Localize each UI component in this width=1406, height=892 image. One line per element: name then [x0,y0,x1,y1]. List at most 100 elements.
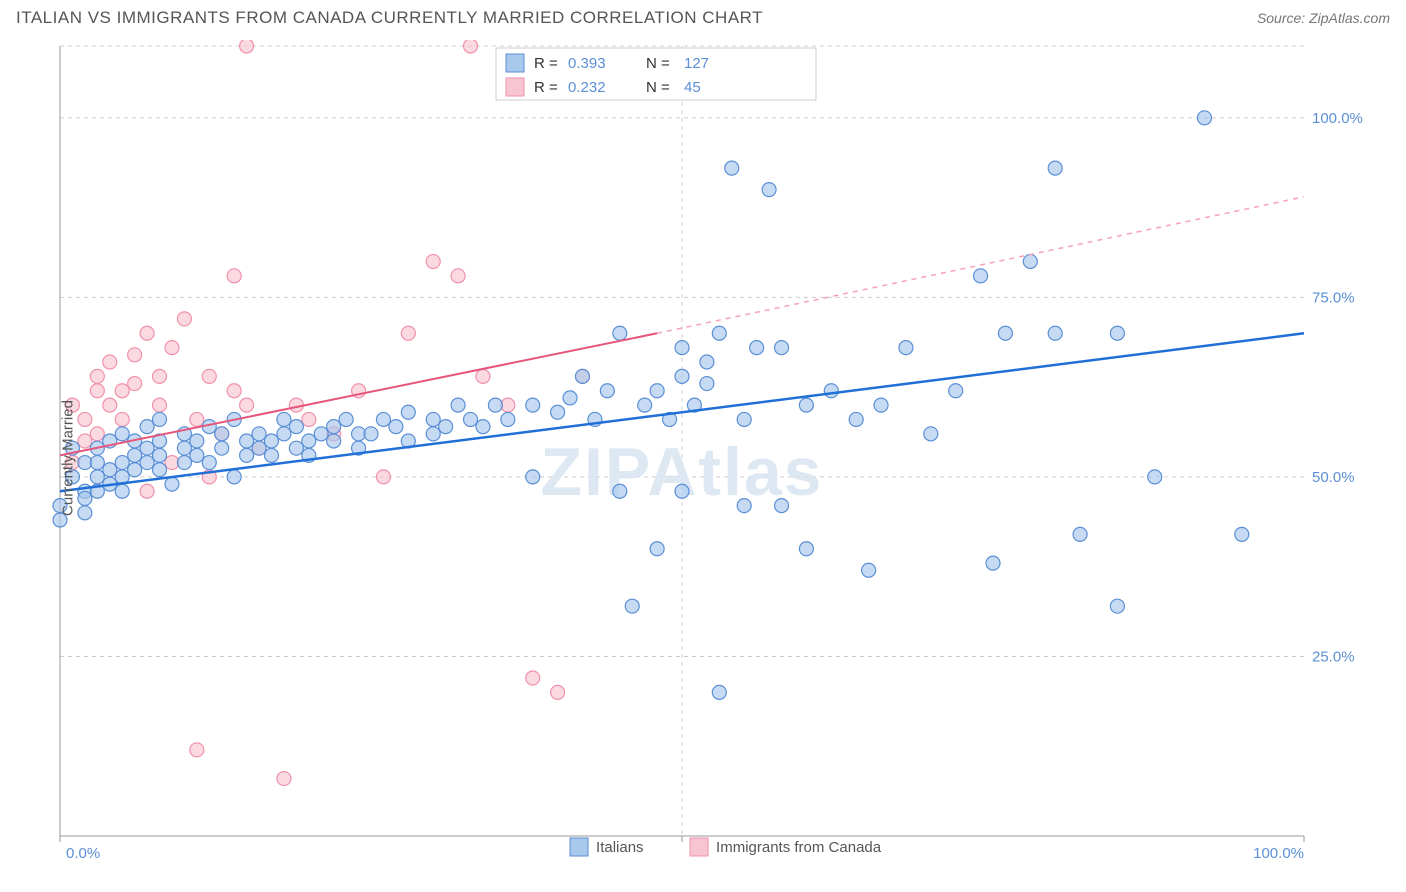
data-point [750,341,764,355]
data-point [824,384,838,398]
x-tick-label: 0.0% [66,845,100,862]
data-point [327,420,341,434]
data-point [762,183,776,197]
data-point [700,377,714,391]
data-point [227,269,241,283]
data-point [476,369,490,383]
data-point [202,456,216,470]
data-point [712,685,726,699]
data-point [501,412,515,426]
data-point [551,405,565,419]
data-point [526,398,540,412]
y-axis-label: Currently Married [59,400,76,516]
data-point [775,499,789,513]
data-point [115,456,129,470]
data-point [264,434,278,448]
data-point [613,484,627,498]
data-point [1235,527,1249,541]
data-point [90,369,104,383]
data-point [327,434,341,448]
data-point [700,355,714,369]
data-point [140,456,154,470]
data-point [240,448,254,462]
data-point [464,40,478,53]
legend-swatch [506,54,524,72]
data-point [115,484,129,498]
data-point [737,412,751,426]
data-point [115,384,129,398]
data-point [376,470,390,484]
data-point [1197,111,1211,125]
data-point [364,427,378,441]
data-point [451,398,465,412]
data-point [638,398,652,412]
data-point [849,412,863,426]
data-point [526,671,540,685]
data-point [90,384,104,398]
data-point [426,412,440,426]
data-point [1148,470,1162,484]
data-point [252,427,266,441]
data-point [78,434,92,448]
data-point [128,448,142,462]
chart-title: ITALIAN VS IMMIGRANTS FROM CANADA CURREN… [16,8,763,28]
data-point [140,441,154,455]
data-point [190,448,204,462]
data-point [1023,254,1037,268]
data-point [103,463,117,477]
data-point [675,341,689,355]
data-point [600,384,614,398]
legend-label: Italians [596,839,644,856]
legend-label: Immigrants from Canada [716,839,882,856]
legend-n-label: N = [646,79,670,96]
data-point [426,254,440,268]
data-point [277,772,291,786]
data-point [526,470,540,484]
legend-r-label: R = [534,79,558,96]
data-point [153,448,167,462]
data-point [227,384,241,398]
data-point [899,341,913,355]
y-tick-label: 100.0% [1312,110,1363,127]
data-point [799,542,813,556]
y-tick-label: 50.0% [1312,469,1355,486]
data-point [128,463,142,477]
data-point [190,434,204,448]
data-point [103,355,117,369]
data-point [90,456,104,470]
legend-n-value: 127 [684,55,709,72]
data-point [563,391,577,405]
data-point [177,312,191,326]
data-point [439,420,453,434]
legend-swatch [570,838,588,856]
data-point [401,326,415,340]
data-point [949,384,963,398]
data-point [289,420,303,434]
data-point [78,506,92,520]
data-point [986,556,1000,570]
data-point [165,477,179,491]
data-point [712,326,726,340]
data-point [153,463,167,477]
data-point [1073,527,1087,541]
data-point [302,434,316,448]
data-point [488,398,502,412]
data-point [277,412,291,426]
data-point [140,420,154,434]
data-point [289,441,303,455]
data-point [90,427,104,441]
data-point [190,412,204,426]
data-point [215,427,229,441]
data-point [103,398,117,412]
data-point [551,685,565,699]
data-point [1048,326,1062,340]
data-point [128,348,142,362]
data-point [1110,599,1124,613]
data-point [775,341,789,355]
data-point [140,326,154,340]
trend-line-canada-dash [657,197,1304,333]
data-point [613,326,627,340]
data-point [140,484,154,498]
data-point [401,405,415,419]
data-point [240,434,254,448]
